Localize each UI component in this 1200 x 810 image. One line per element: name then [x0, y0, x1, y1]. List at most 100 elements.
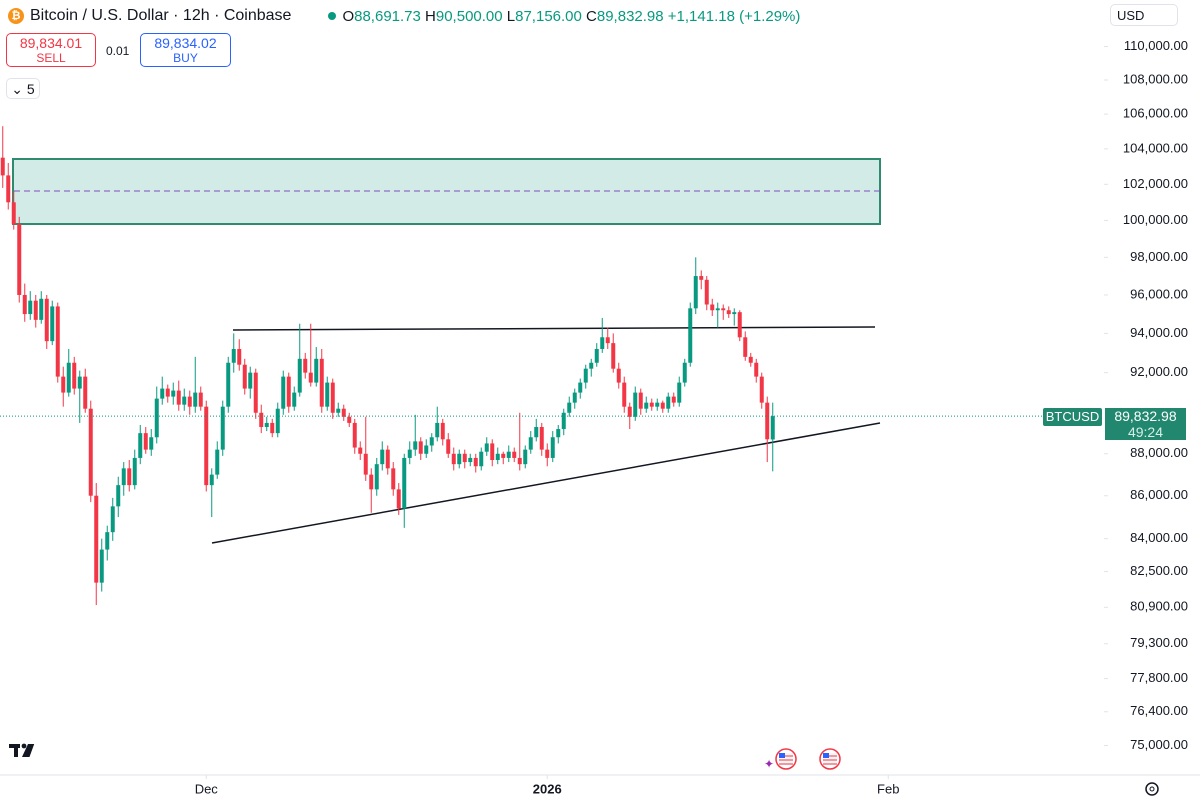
candle-body — [737, 312, 742, 338]
y-tick-label: 104,000.00 — [1123, 140, 1188, 155]
y-tick-label: 88,000.00 — [1130, 445, 1188, 460]
symbol-title[interactable]: Bitcoin / U.S. Dollar · 12h · Coinbase — [30, 7, 292, 24]
candle-body — [314, 358, 319, 383]
candle-body — [550, 437, 555, 458]
candle-body — [396, 489, 401, 509]
market-status — [328, 12, 337, 20]
candle-body — [94, 495, 99, 583]
sell-button[interactable]: 89,834.01 SELL — [6, 33, 96, 67]
y-tick-label: 79,300.00 — [1130, 635, 1188, 650]
spread: 0.01 — [106, 44, 130, 58]
candle-body — [253, 372, 258, 413]
candle-body — [732, 312, 737, 315]
candle-body — [556, 429, 561, 438]
candle-body — [292, 392, 297, 407]
candle-body — [413, 441, 418, 450]
candle-body — [759, 376, 764, 403]
legend-value: 89,832.98 — [596, 7, 664, 25]
candle-body — [44, 298, 49, 342]
candle-body — [127, 468, 132, 486]
indicators-toggle[interactable]: ⌄ 5 — [6, 78, 40, 99]
candle-body — [462, 453, 467, 463]
candle-body — [479, 451, 484, 467]
candle-body — [215, 449, 220, 475]
candle-body — [726, 310, 731, 315]
candle-body — [710, 304, 715, 311]
candle-body — [231, 348, 236, 363]
candle-body — [358, 447, 363, 454]
candle-body — [748, 356, 753, 363]
sell-label: SELL — [36, 51, 66, 65]
candle-body — [160, 388, 165, 399]
buy-label: BUY — [173, 51, 198, 65]
candle-body — [121, 468, 126, 486]
y-tick-label: 84,000.00 — [1130, 530, 1188, 545]
legend-change: +1,141.18 (+1.29%) — [667, 7, 801, 25]
trend-line[interactable] — [211, 422, 881, 544]
candle-body — [6, 175, 11, 203]
y-tick-label: 77,800.00 — [1130, 670, 1188, 685]
event-icons[interactable]: ✦ — [764, 748, 841, 771]
candle-body — [226, 362, 231, 407]
candle-body — [457, 453, 462, 465]
candle-body — [616, 368, 621, 383]
candle-body — [622, 382, 627, 407]
candle-body — [187, 396, 192, 407]
candle-body — [66, 362, 71, 393]
candle-body — [715, 308, 720, 311]
tv-logo[interactable] — [9, 743, 35, 757]
x-tick-label: Feb — [877, 781, 899, 796]
candle-body — [451, 453, 456, 465]
candle-body — [0, 157, 5, 176]
y-tick-label: 82,500.00 — [1130, 563, 1188, 578]
candle-body — [495, 453, 500, 461]
candle-body — [644, 402, 649, 409]
legend-key: H — [425, 7, 436, 25]
candle-body — [578, 382, 583, 393]
candle-body — [61, 376, 66, 393]
candle-body — [116, 485, 121, 507]
candle-body — [594, 348, 599, 363]
candle-body — [380, 449, 385, 465]
candle-body — [132, 457, 137, 486]
candle-body — [721, 308, 726, 311]
candle-body — [270, 422, 275, 434]
currency-select[interactable]: USD — [1110, 4, 1178, 26]
candle-body — [248, 372, 253, 389]
settings-gear[interactable] — [1145, 782, 1159, 796]
buy-price: 89,834.02 — [154, 35, 217, 51]
candle-body — [242, 364, 247, 389]
candle-body — [77, 376, 82, 389]
buy-button[interactable]: 89,834.02 BUY — [140, 33, 231, 67]
candle-body — [765, 402, 770, 440]
y-tick-label: 110,000.00 — [1124, 38, 1188, 53]
trend-line[interactable] — [232, 326, 876, 331]
legend-key: L — [506, 7, 516, 25]
candle-body — [50, 306, 55, 342]
currency: USD — [1117, 8, 1145, 23]
symbol-icon: ₿ — [8, 8, 24, 24]
candle-body — [660, 402, 665, 409]
candle-body — [182, 396, 187, 405]
candle-body — [534, 427, 539, 438]
candle-body — [259, 412, 264, 428]
candle-body — [308, 372, 313, 383]
candle-body — [539, 427, 544, 450]
candle-body — [446, 439, 451, 454]
candle-body — [220, 406, 225, 450]
candle-body — [336, 408, 341, 413]
y-tick-label: 108,000.00 — [1123, 71, 1188, 86]
legend-bar: ₿ Bitcoin / U.S. Dollar · 12h · Coinbase… — [0, 5, 800, 27]
candle-body — [341, 408, 346, 417]
candle-body — [605, 337, 610, 344]
symbol-tag: BTCUSD — [1043, 408, 1102, 426]
candle-body — [165, 388, 170, 397]
y-tick-label: 102,000.00 — [1123, 176, 1188, 191]
candle-body — [501, 453, 506, 458]
candle-body — [303, 358, 308, 373]
candle-body — [330, 382, 335, 413]
candle-body — [88, 408, 93, 496]
candle-body — [286, 376, 291, 407]
x-tick-label: Dec — [195, 781, 219, 796]
candle-body — [627, 406, 632, 417]
